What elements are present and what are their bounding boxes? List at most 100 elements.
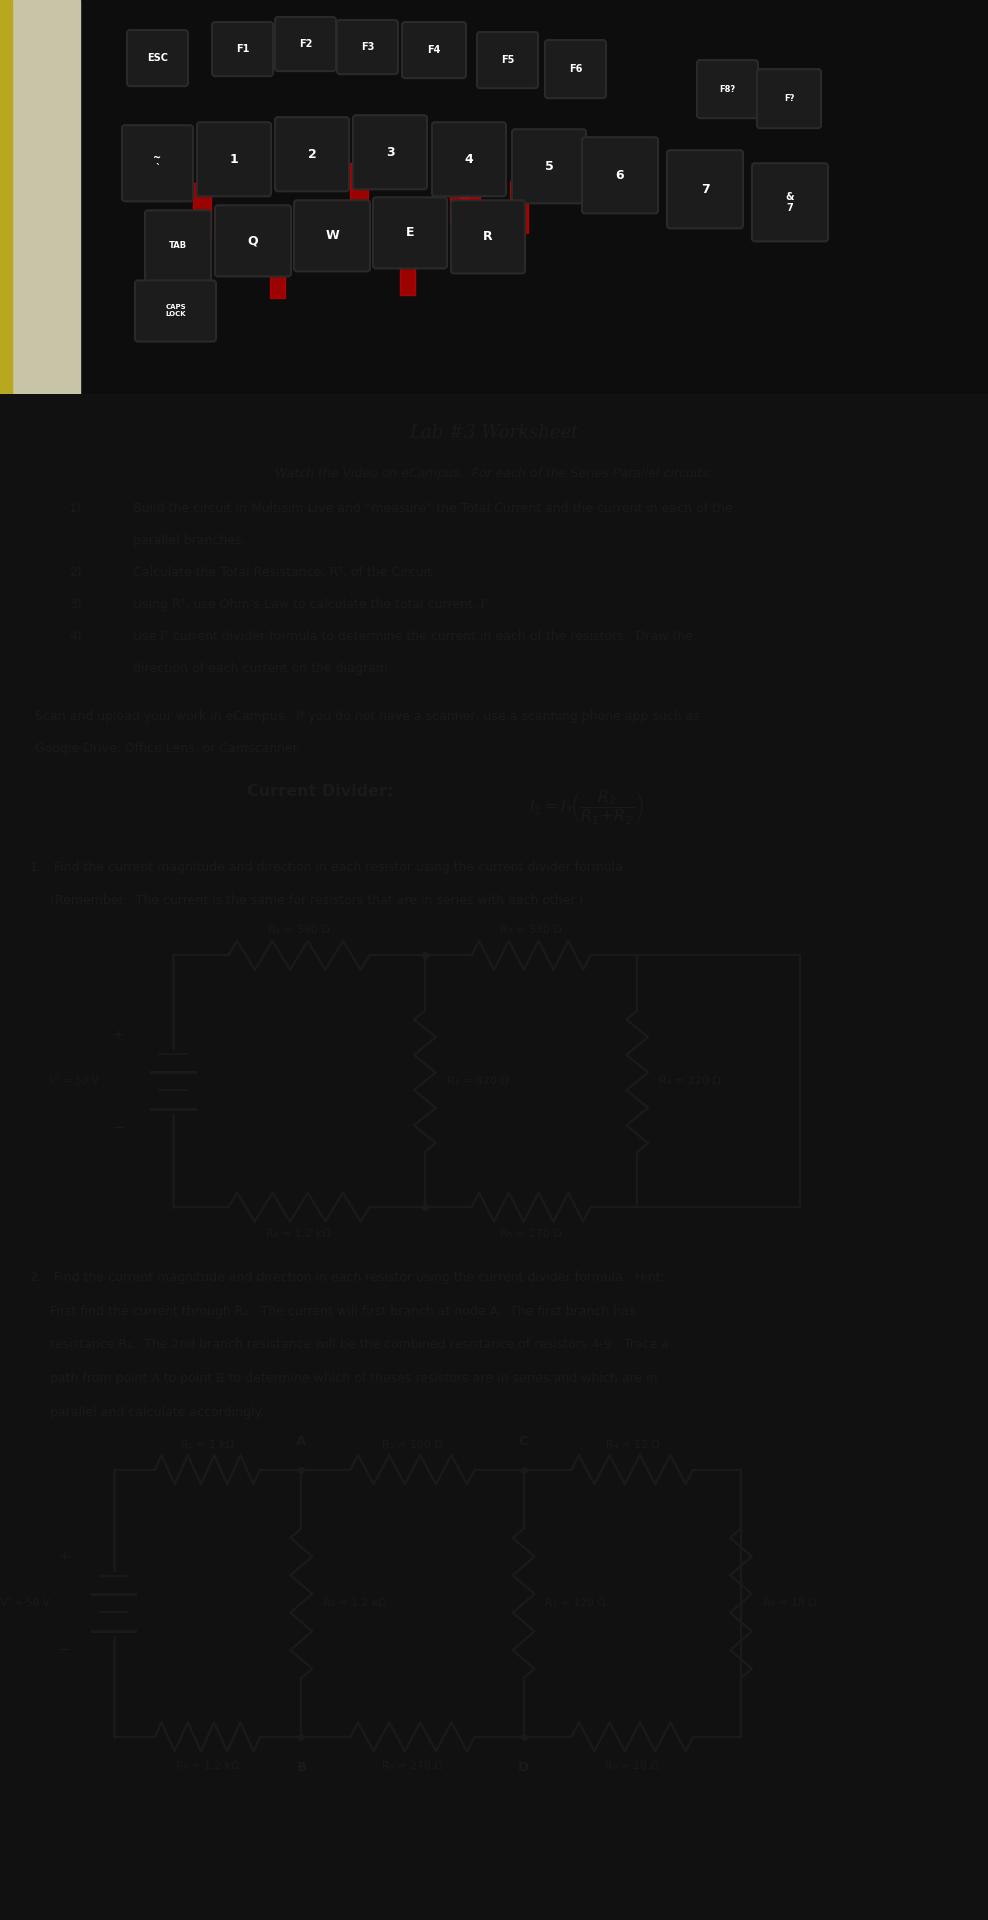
Text: R₉ = 10 Ω: R₉ = 10 Ω: [606, 1761, 659, 1772]
FancyBboxPatch shape: [145, 211, 211, 282]
Text: Vᵀ = 50 V: Vᵀ = 50 V: [49, 1077, 99, 1087]
FancyBboxPatch shape: [135, 280, 216, 342]
Text: Calculate the Total Resistance, Rᵀ, of the Circuit.: Calculate the Total Resistance, Rᵀ, of t…: [133, 566, 437, 580]
Text: R₅ = 270 Ω: R₅ = 270 Ω: [500, 1229, 562, 1238]
Text: R₃ = 100 Ω: R₃ = 100 Ω: [382, 1440, 443, 1450]
Text: −: −: [113, 1119, 124, 1135]
Text: 4): 4): [69, 630, 82, 643]
Bar: [450, 173, 468, 223]
Text: R₄ = 12 Ω: R₄ = 12 Ω: [606, 1440, 659, 1450]
Text: R₄ = 220 Ω: R₄ = 220 Ω: [659, 1077, 721, 1087]
Text: (Remember:  The current is the same for resistors that are in series with each o: (Remember: The current is the same for r…: [30, 895, 583, 908]
Text: Google Drive, Office Lens, or Camscanner.: Google Drive, Office Lens, or Camscanner…: [35, 741, 300, 755]
FancyBboxPatch shape: [337, 19, 398, 75]
Text: Watch the Video on eCampus.  For each of the Series-Parallel circuits:: Watch the Video on eCampus. For each of …: [275, 467, 713, 480]
Text: 2): 2): [69, 566, 82, 580]
Bar: [270, 248, 285, 298]
Text: +: +: [58, 1551, 70, 1565]
Text: Q: Q: [248, 234, 258, 248]
Text: F6: F6: [569, 63, 582, 75]
Text: E: E: [406, 227, 414, 240]
Text: parallel and calculate accordingly.: parallel and calculate accordingly.: [30, 1405, 264, 1419]
Text: R: R: [483, 230, 493, 244]
FancyBboxPatch shape: [353, 115, 427, 190]
Bar: [193, 182, 211, 238]
FancyBboxPatch shape: [757, 69, 821, 129]
Text: B: B: [296, 1761, 306, 1774]
Text: Build the circuit in Multisim Live and “measure” the Total Current and the curre: Build the circuit in Multisim Live and “…: [133, 501, 733, 515]
FancyBboxPatch shape: [451, 200, 525, 273]
FancyBboxPatch shape: [122, 125, 193, 202]
Text: direction of each current on the diagram.: direction of each current on the diagram…: [133, 662, 392, 676]
Text: 3: 3: [385, 146, 394, 159]
Text: Scan and upload your work in eCampus.  If you do not have a scanner, use a scann: Scan and upload your work in eCampus. If…: [35, 710, 700, 722]
FancyBboxPatch shape: [582, 136, 658, 213]
FancyBboxPatch shape: [477, 33, 538, 88]
Text: R₂ = 1.2 kΩ: R₂ = 1.2 kΩ: [323, 1597, 386, 1609]
FancyBboxPatch shape: [752, 163, 828, 242]
Bar: [510, 180, 528, 234]
Bar: [400, 246, 415, 296]
FancyBboxPatch shape: [697, 60, 758, 119]
Text: Using Rᵀ, use Ohm’s Law to calculate the total current, Iᵀ.: Using Rᵀ, use Ohm’s Law to calculate the…: [133, 599, 493, 611]
Text: 5: 5: [544, 159, 553, 173]
FancyBboxPatch shape: [215, 205, 291, 276]
Text: parallel branches.: parallel branches.: [133, 534, 246, 547]
Text: 1: 1: [229, 154, 238, 165]
Text: R₁ = 1 kΩ: R₁ = 1 kΩ: [181, 1440, 234, 1450]
Text: F4: F4: [428, 44, 441, 56]
Text: R₂ = 820 Ω: R₂ = 820 Ω: [447, 1077, 509, 1087]
Text: TAB: TAB: [169, 242, 187, 250]
Text: −: −: [58, 1642, 70, 1657]
FancyBboxPatch shape: [373, 198, 447, 269]
Text: F?: F?: [783, 94, 794, 104]
Text: 4: 4: [464, 154, 473, 165]
Bar: [0, 0, 80, 394]
FancyBboxPatch shape: [197, 123, 271, 196]
Text: 3): 3): [69, 599, 82, 611]
Text: 6: 6: [616, 169, 624, 182]
Text: R₁ = 390 Ω: R₁ = 390 Ω: [268, 925, 330, 935]
Text: Use Iᵀ current divider formula to determine the current in each of the resistors: Use Iᵀ current divider formula to determ…: [133, 630, 694, 643]
Text: R₇ = 120 Ω: R₇ = 120 Ω: [545, 1597, 606, 1609]
FancyBboxPatch shape: [294, 200, 370, 271]
Text: CAPS
LOCK: CAPS LOCK: [165, 305, 186, 317]
Text: R₆ = 1.2 kΩ: R₆ = 1.2 kΩ: [267, 1229, 331, 1238]
FancyBboxPatch shape: [402, 21, 466, 79]
Text: First find the current through R₂.  The current will first branch at node A.  Th: First find the current through R₂. The c…: [30, 1306, 635, 1317]
Text: R₈ = 18 Ω: R₈ = 18 Ω: [763, 1597, 816, 1609]
Text: 2.   Find the current magnitude and direction in each resistor using the current: 2. Find the current magnitude and direct…: [30, 1271, 664, 1284]
Text: F2: F2: [298, 38, 312, 50]
Text: R₆ = 270 Ω: R₆ = 270 Ω: [382, 1761, 443, 1772]
Text: ~
`: ~ `: [153, 152, 162, 175]
Text: F3: F3: [361, 42, 374, 52]
FancyBboxPatch shape: [512, 129, 586, 204]
Text: R₃ = 330 Ω: R₃ = 330 Ω: [500, 925, 562, 935]
Text: &
7: & 7: [785, 192, 794, 213]
Text: 7: 7: [700, 182, 709, 196]
Text: Current Divider:: Current Divider:: [247, 785, 399, 799]
Bar: [350, 163, 368, 219]
Text: F1: F1: [236, 44, 249, 54]
Text: resistance R₂.  The 2nd branch resistance will be the combined resistance of res: resistance R₂. The 2nd branch resistance…: [30, 1338, 669, 1352]
Text: A: A: [296, 1436, 306, 1448]
Text: 1.   Find the current magnitude and direction in each resistor using the current: 1. Find the current magnitude and direct…: [30, 860, 626, 874]
FancyBboxPatch shape: [545, 40, 606, 98]
Text: 1): 1): [69, 501, 82, 515]
Text: F8?: F8?: [719, 84, 735, 94]
Bar: [460, 173, 480, 219]
Text: Vᵀ = 50 V: Vᵀ = 50 V: [0, 1597, 49, 1609]
Text: R₅ = 1.2 kΩ: R₅ = 1.2 kΩ: [176, 1761, 239, 1772]
Text: path from point A to point B to determine which of theses resistors are in serie: path from point A to point B to determin…: [30, 1373, 657, 1384]
FancyBboxPatch shape: [432, 123, 506, 196]
Text: Lab #3 Worksheet: Lab #3 Worksheet: [409, 424, 579, 442]
Bar: [0, 0, 12, 394]
Text: F5: F5: [501, 56, 514, 65]
Text: 2: 2: [307, 148, 316, 161]
Text: C: C: [519, 1436, 529, 1448]
Text: +: +: [113, 1029, 124, 1043]
FancyBboxPatch shape: [127, 31, 188, 86]
Text: W: W: [325, 228, 339, 242]
FancyBboxPatch shape: [275, 17, 336, 71]
Text: $I_1 = I_T\!\left(\dfrac{R_2}{R_1\!+\!R_2}\right)$: $I_1 = I_T\!\left(\dfrac{R_2}{R_1\!+\!R_…: [529, 789, 643, 828]
